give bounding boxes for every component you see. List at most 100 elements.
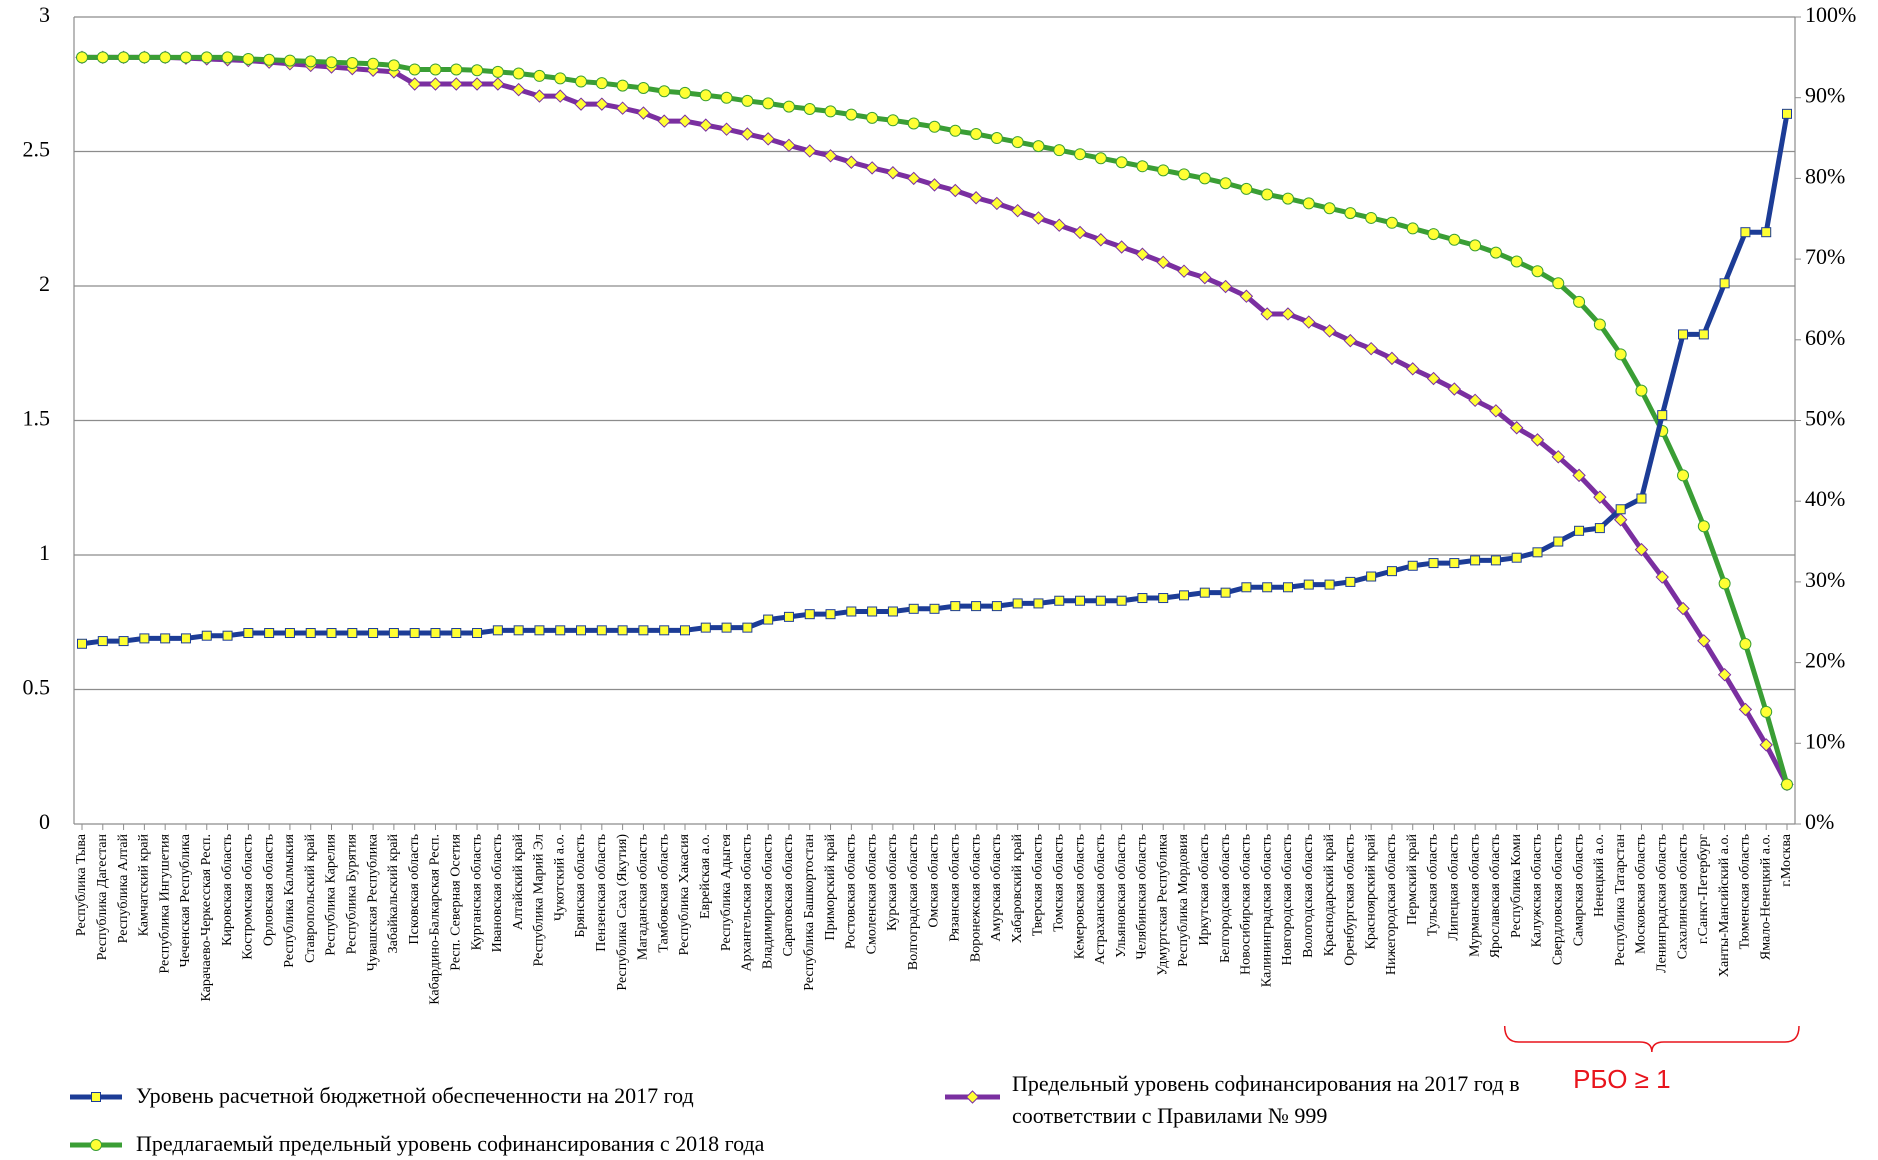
point <box>1220 587 1231 598</box>
point <box>1261 188 1274 201</box>
point <box>1760 705 1773 718</box>
x-tick-label: Удмуртская Республика <box>1155 833 1170 976</box>
series-points <box>76 51 1793 791</box>
point <box>803 144 817 158</box>
point <box>866 111 879 124</box>
point <box>511 82 526 97</box>
point <box>472 628 483 639</box>
x-tick-label: Пермский край <box>1405 833 1420 924</box>
point <box>1510 255 1523 268</box>
point <box>1366 571 1377 582</box>
point <box>1678 329 1689 340</box>
point <box>929 603 940 614</box>
point <box>657 114 671 128</box>
x-tick-label: Республика Бурятия <box>345 833 360 954</box>
point <box>1158 593 1169 604</box>
point <box>368 628 379 639</box>
point <box>1116 595 1127 606</box>
point <box>534 625 545 636</box>
point <box>91 1092 101 1102</box>
x-tick-label: Кабардино-Балкарская Респ. <box>428 834 443 1005</box>
point <box>679 625 690 636</box>
point <box>1322 324 1337 338</box>
x-tick-label: Ивановская область <box>490 834 505 952</box>
point <box>844 155 859 169</box>
x-tick-label: Курганская область <box>469 834 484 950</box>
x-tick-label: Рязанская область <box>948 834 963 942</box>
point <box>1115 156 1128 169</box>
point <box>1615 504 1626 515</box>
point <box>886 166 900 180</box>
point <box>555 625 566 636</box>
point <box>595 77 608 90</box>
point <box>1759 738 1773 752</box>
x-tick-label: Ростовская область <box>844 834 859 949</box>
point <box>1114 240 1129 254</box>
x-tick-label: Приморский край <box>823 834 838 941</box>
point <box>1551 450 1565 464</box>
x-tick-label: Сахалинская область <box>1675 834 1690 959</box>
point <box>263 53 276 66</box>
x-tick-label: Новгородская область <box>1280 834 1295 965</box>
point <box>347 628 358 639</box>
point <box>1054 595 1065 606</box>
x-tick-label: Магаданская область <box>636 834 651 960</box>
point <box>1074 148 1087 161</box>
x-tick-label: Чеченская Республика <box>178 833 193 967</box>
point <box>1532 547 1543 558</box>
x-tick-label: Чувашская Республика <box>365 833 380 971</box>
x-tick-label: Республика Тыва <box>74 833 89 936</box>
point <box>242 52 255 65</box>
point <box>1489 404 1503 418</box>
point <box>1574 525 1585 536</box>
point <box>803 102 816 115</box>
point <box>908 603 919 614</box>
point <box>1303 579 1314 590</box>
x-tick-label: Московская область <box>1634 834 1649 954</box>
point <box>1345 576 1356 587</box>
x-tick-label: Самарская область <box>1571 834 1586 946</box>
point <box>179 51 192 64</box>
brace <box>1503 1025 1800 1053</box>
x-tick-label: Белгородская область <box>1218 834 1233 963</box>
point <box>1386 566 1397 577</box>
point <box>1282 582 1293 593</box>
y2-tick-label: 90% <box>1805 83 1845 108</box>
x-tick-label: Ханты-Мансийский а.о. <box>1717 834 1732 977</box>
x-tick-label: г.Санкт-Петербург <box>1696 834 1711 944</box>
point <box>782 100 795 113</box>
x-tick-label: Владимирская область <box>760 834 775 969</box>
point <box>346 56 359 69</box>
point <box>1011 136 1024 149</box>
y2-tick-label: 40% <box>1805 486 1845 511</box>
point <box>617 625 628 636</box>
point <box>867 606 878 617</box>
x-tick-label: Республика Коми <box>1509 833 1524 937</box>
point <box>1657 410 1668 421</box>
point <box>1323 202 1336 215</box>
point <box>1219 177 1232 190</box>
x-tick-label: Тамбовская область <box>656 834 671 953</box>
y-tick-label: 3 <box>39 2 50 27</box>
x-tick-label: Республика Калмыкия <box>282 833 297 967</box>
point <box>1448 233 1461 246</box>
point <box>638 625 649 636</box>
point <box>1137 593 1148 604</box>
point <box>782 138 796 153</box>
point <box>719 122 734 136</box>
point <box>470 77 484 91</box>
x-tick-label: Орловская область <box>261 834 276 946</box>
x-tick-label: Ленинградская область <box>1654 834 1669 973</box>
x-tick-label: Нижегородская область <box>1384 834 1399 975</box>
x-tick-label: Тюменская область <box>1738 834 1753 949</box>
point <box>970 128 983 141</box>
x-tick-label: Ставропольский край <box>303 833 318 962</box>
x-tick-label: Республика Башкортостан <box>802 834 817 991</box>
point <box>1593 318 1606 331</box>
point <box>846 606 857 617</box>
point <box>1364 341 1378 356</box>
point <box>76 51 88 64</box>
point <box>1385 216 1398 229</box>
series-line <box>81 113 1790 647</box>
y2-tick-label: 20% <box>1805 648 1845 673</box>
